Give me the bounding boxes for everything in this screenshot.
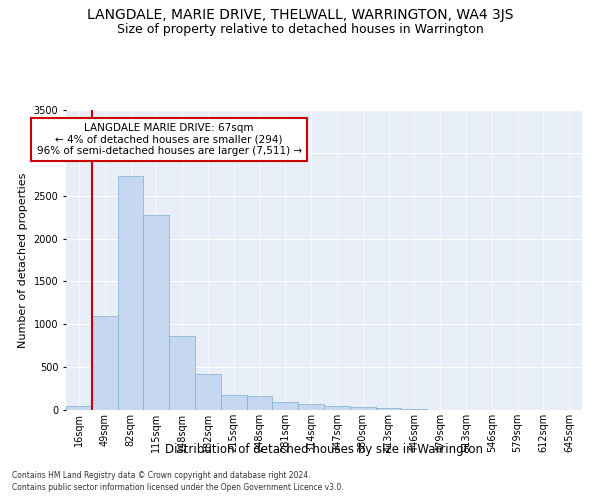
Y-axis label: Number of detached properties: Number of detached properties bbox=[18, 172, 28, 348]
Bar bbox=[324, 406, 350, 410]
Bar bbox=[143, 216, 169, 410]
Bar bbox=[195, 374, 221, 410]
Bar bbox=[92, 316, 118, 410]
Bar bbox=[169, 336, 195, 410]
Text: LANGDALE MARIE DRIVE: 67sqm
← 4% of detached houses are smaller (294)
96% of sem: LANGDALE MARIE DRIVE: 67sqm ← 4% of deta… bbox=[37, 123, 302, 156]
Bar bbox=[376, 408, 401, 410]
Text: Contains HM Land Registry data © Crown copyright and database right 2024.: Contains HM Land Registry data © Crown c… bbox=[12, 471, 311, 480]
Text: Contains public sector information licensed under the Open Government Licence v3: Contains public sector information licen… bbox=[12, 484, 344, 492]
Bar bbox=[247, 396, 272, 410]
Bar bbox=[118, 176, 143, 410]
Bar bbox=[66, 406, 92, 410]
Bar bbox=[401, 409, 427, 410]
Bar bbox=[221, 396, 247, 410]
Bar bbox=[272, 402, 298, 410]
Bar bbox=[350, 407, 376, 410]
Text: Size of property relative to detached houses in Warrington: Size of property relative to detached ho… bbox=[116, 22, 484, 36]
Text: LANGDALE, MARIE DRIVE, THELWALL, WARRINGTON, WA4 3JS: LANGDALE, MARIE DRIVE, THELWALL, WARRING… bbox=[87, 8, 513, 22]
Text: Distribution of detached houses by size in Warrington: Distribution of detached houses by size … bbox=[165, 442, 483, 456]
Bar bbox=[298, 404, 324, 410]
